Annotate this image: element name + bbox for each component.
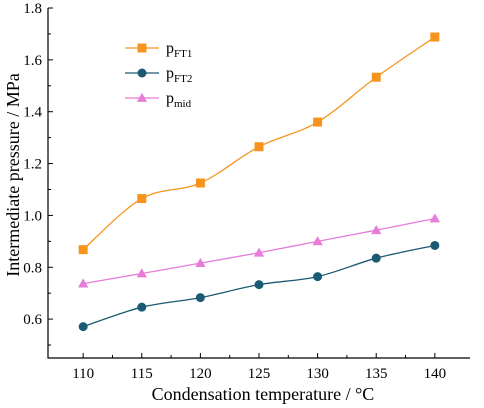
data-point <box>137 302 147 312</box>
data-point <box>195 257 206 267</box>
data-point <box>78 245 88 255</box>
x-axis-title: Condensation temperature / °C <box>152 384 375 404</box>
legend-label: pmid <box>166 90 192 110</box>
data-point <box>313 117 323 127</box>
data-point <box>78 322 88 332</box>
data-point <box>136 268 147 278</box>
legend: pFT1 pFT2 pmid <box>125 40 192 110</box>
data-point <box>371 72 381 82</box>
y-tick-label: 1.6 <box>23 53 42 69</box>
data-point <box>429 213 441 223</box>
series-ft1 <box>78 32 440 255</box>
x-tick-label: 110 <box>72 366 94 382</box>
y-axis-title: Intermediate pressure / MPa <box>3 73 23 276</box>
data-point <box>371 253 381 263</box>
axis-frame <box>47 8 470 359</box>
y-tick-label: 0.6 <box>23 312 42 328</box>
series-layer <box>77 32 441 332</box>
y-tick-label: 1.0 <box>23 208 42 224</box>
y-tick-label: 0.8 <box>23 260 42 276</box>
legend-marker <box>137 68 147 78</box>
x-tick-label: 115 <box>131 366 153 382</box>
series-ft2 <box>78 240 440 332</box>
data-point <box>313 272 323 282</box>
data-point <box>430 240 440 250</box>
y-tick-label: 1.4 <box>23 105 42 121</box>
data-point <box>371 225 382 235</box>
series-mid <box>77 213 441 288</box>
data-point <box>254 142 264 152</box>
legend-label: pFT1 <box>166 40 192 60</box>
data-point <box>253 247 265 257</box>
legend-label: pFT2 <box>166 65 192 85</box>
axes: 0.6 0.8 1.0 1.2 1.4 1.6 1.8 110 115 120 125 130 135 1… <box>23 1 470 382</box>
data-point <box>77 278 89 288</box>
y-tick-label: 1.8 <box>23 1 42 17</box>
data-point <box>312 236 323 246</box>
data-point <box>195 293 205 303</box>
y-tick-label: 1.2 <box>23 157 42 173</box>
data-point <box>137 194 147 204</box>
legend-marker <box>137 43 147 53</box>
data-point <box>254 280 264 290</box>
legend-marker <box>136 92 148 102</box>
x-tick-label: 140 <box>424 366 447 382</box>
data-point <box>195 178 205 188</box>
data-point <box>430 32 440 42</box>
x-tick-label: 135 <box>365 366 388 382</box>
x-tick-label: 130 <box>306 366 329 382</box>
x-tick-label: 125 <box>248 366 271 382</box>
x-tick-label: 120 <box>189 366 212 382</box>
